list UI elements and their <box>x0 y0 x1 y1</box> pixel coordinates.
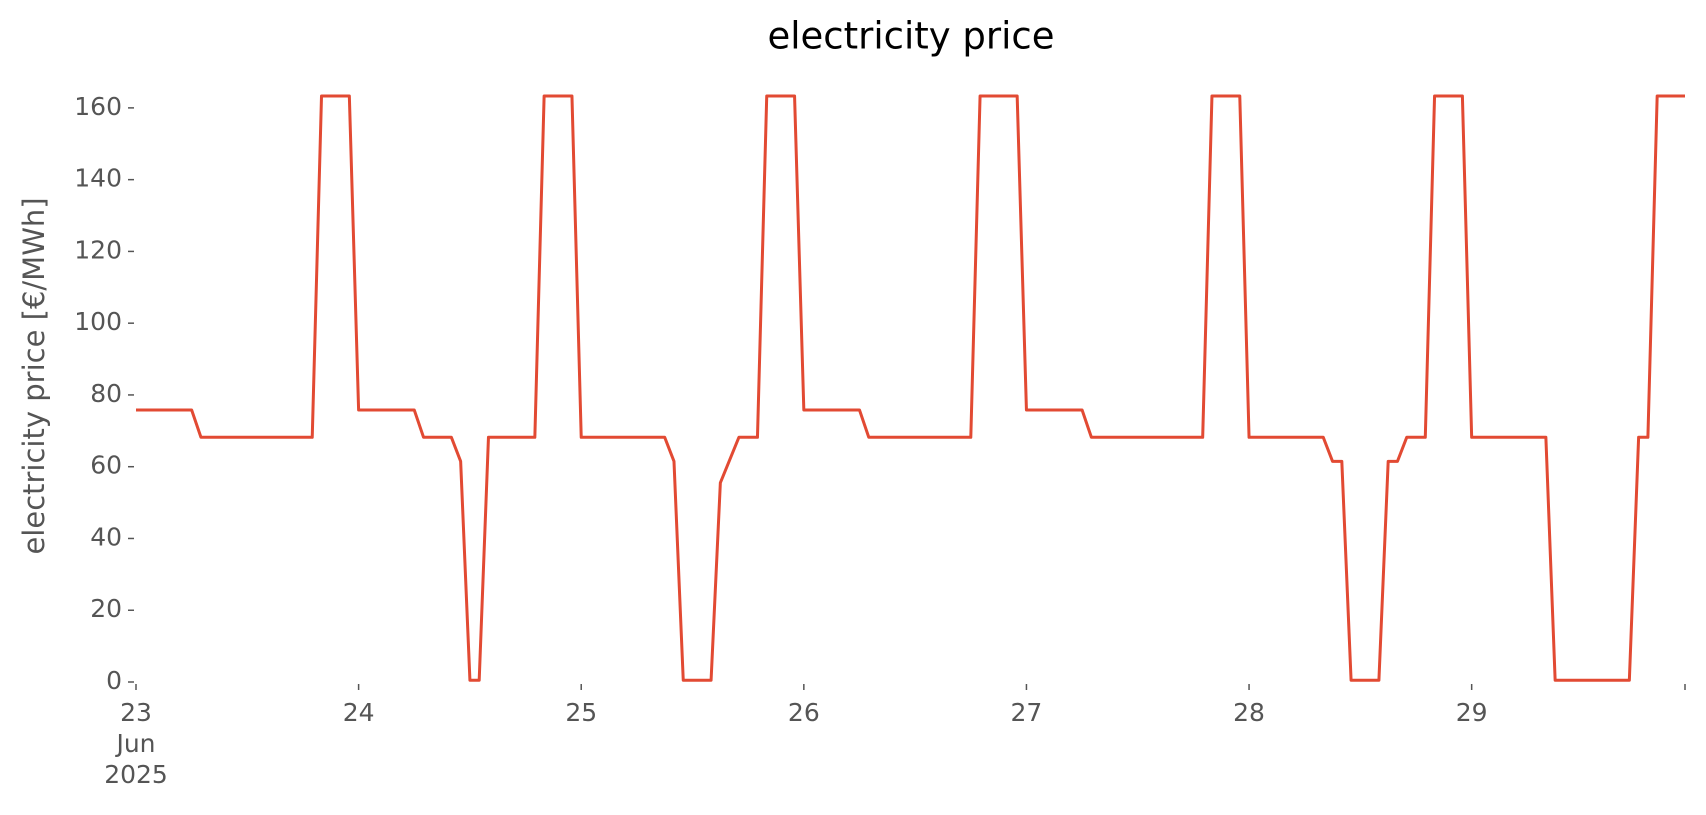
x-tick-label: 29 <box>1456 698 1488 727</box>
x-tick-label: 26 <box>788 698 820 727</box>
y-tick-label: 40 <box>90 522 122 551</box>
y-tick-label: 100 <box>74 307 122 336</box>
y-tick-label: 80 <box>90 379 122 408</box>
y-tick-label: 20 <box>90 594 122 623</box>
y-tick-label: 160 <box>74 92 122 121</box>
x-tick-label: 25 <box>565 698 597 727</box>
y-tick-label: 140 <box>74 164 122 193</box>
y-tick-label: 120 <box>74 235 122 264</box>
y-tick-label: 60 <box>90 451 122 480</box>
x-tick-label: 23 Jun 2025 <box>104 698 168 789</box>
price-line <box>136 94 1685 682</box>
y-axis-label: electricity price [€/MWh] <box>17 197 51 554</box>
chart-title: electricity price <box>767 15 1054 58</box>
x-tick-label: 28 <box>1233 698 1265 727</box>
x-tick-label: 24 <box>343 698 375 727</box>
y-tick-label: 0 <box>106 666 122 695</box>
x-tick-label: 27 <box>1011 698 1043 727</box>
